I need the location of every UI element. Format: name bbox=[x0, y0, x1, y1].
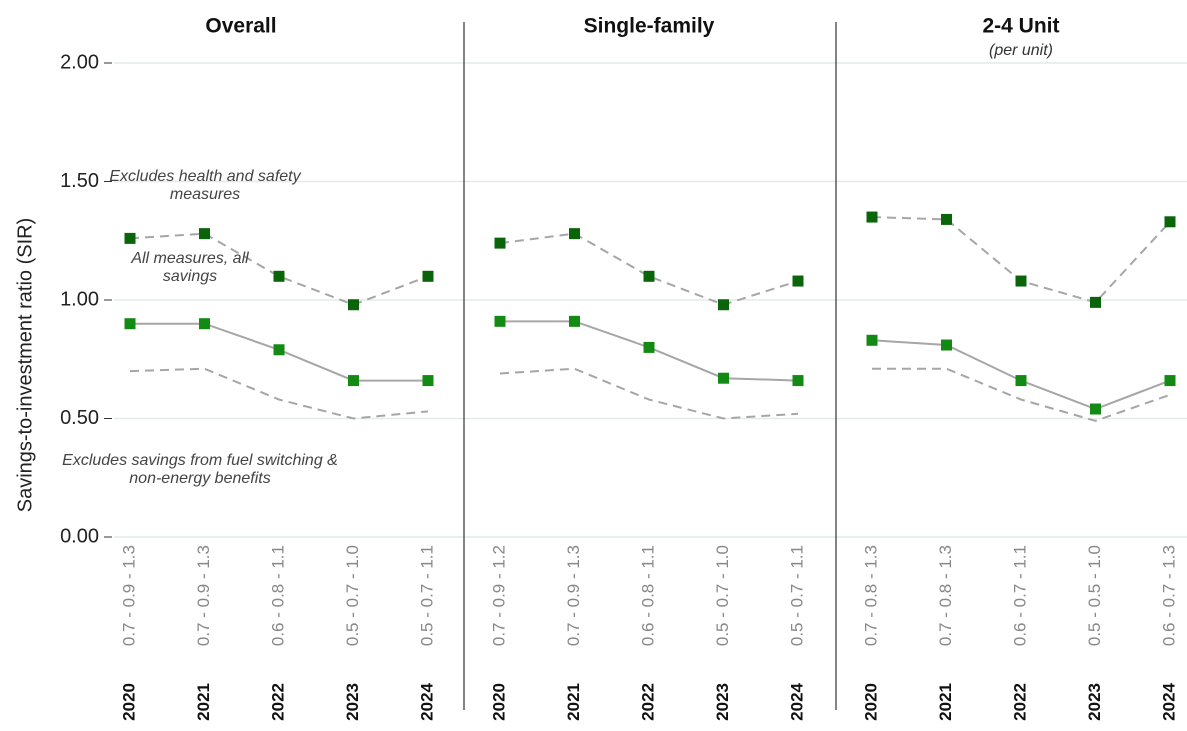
x-tick-label: 2021 bbox=[564, 683, 583, 721]
range-label: 0.6 - 0.8 - 1.1 bbox=[268, 545, 287, 646]
series-line bbox=[872, 367, 1171, 422]
marker bbox=[422, 375, 434, 387]
marker bbox=[718, 372, 729, 384]
x-tick-label: 2023 bbox=[1085, 683, 1104, 721]
marker bbox=[494, 237, 506, 249]
marker bbox=[199, 318, 210, 330]
marker bbox=[718, 299, 729, 311]
panel-title: Overall bbox=[205, 15, 276, 38]
range-label: 0.7 - 0.8 - 1.3 bbox=[936, 545, 955, 646]
marker bbox=[1015, 275, 1027, 287]
marker bbox=[1090, 296, 1101, 308]
series-line bbox=[871, 216, 1171, 304]
y-tick-label: 2.00 bbox=[60, 51, 99, 73]
marker bbox=[866, 211, 878, 223]
series-annotation: Excludes health and safety measures bbox=[109, 168, 301, 203]
x-tick-label: 2020 bbox=[489, 683, 508, 721]
marker bbox=[124, 318, 136, 330]
x-tick-label: 2022 bbox=[638, 683, 657, 721]
y-tick-label: 0.50 bbox=[60, 407, 99, 429]
range-label: 0.7 - 0.9 - 1.3 bbox=[194, 545, 213, 646]
range-label: 0.7 - 0.9 - 1.2 bbox=[489, 545, 508, 646]
marker bbox=[422, 270, 434, 282]
marker bbox=[1015, 375, 1027, 387]
x-tick-label: 2024 bbox=[417, 682, 436, 720]
marker bbox=[1090, 403, 1101, 415]
marker bbox=[124, 232, 136, 244]
marker bbox=[792, 275, 804, 287]
marker bbox=[866, 334, 878, 346]
x-tick-label: 2020 bbox=[119, 683, 138, 721]
y-tick-label: 1.50 bbox=[60, 170, 99, 192]
marker bbox=[569, 228, 580, 240]
marker bbox=[941, 213, 952, 225]
series-line bbox=[499, 367, 799, 420]
series-annotation: All measures, all savings bbox=[131, 250, 249, 285]
x-tick-label: 2024 bbox=[1159, 682, 1178, 720]
marker bbox=[1164, 216, 1176, 228]
series-line bbox=[499, 232, 799, 306]
x-tick-label: 2023 bbox=[343, 683, 362, 721]
range-label: 0.5 - 0.7 - 1.1 bbox=[787, 545, 806, 646]
range-label: 0.5 - 0.7 - 1.0 bbox=[713, 545, 732, 646]
marker bbox=[348, 375, 359, 387]
marker bbox=[1164, 375, 1176, 387]
panel-title: 2-4 Unit bbox=[982, 15, 1059, 38]
range-label: 0.6 - 0.8 - 1.1 bbox=[638, 545, 657, 646]
series-annotation: Excludes savings from fuel switching & n… bbox=[62, 452, 338, 487]
marker bbox=[792, 375, 804, 387]
marker bbox=[941, 339, 952, 351]
x-tick-label: 2021 bbox=[936, 683, 955, 721]
range-label: 0.6 - 0.7 - 1.1 bbox=[1010, 545, 1029, 646]
x-tick-label: 2022 bbox=[1010, 683, 1029, 721]
range-label: 0.7 - 0.8 - 1.3 bbox=[861, 545, 880, 646]
range-label: 0.5 - 0.7 - 1.0 bbox=[343, 545, 362, 646]
marker bbox=[494, 315, 506, 327]
marker bbox=[643, 270, 655, 282]
y-tick-label: 0.00 bbox=[60, 525, 99, 547]
range-label: 0.7 - 0.9 - 1.3 bbox=[119, 545, 138, 646]
y-tick-label: 1.00 bbox=[60, 288, 99, 310]
marker bbox=[273, 344, 285, 356]
x-tick-label: 2023 bbox=[713, 683, 732, 721]
x-tick-label: 2024 bbox=[787, 682, 806, 720]
range-label: 0.7 - 0.9 - 1.3 bbox=[564, 545, 583, 646]
marker bbox=[348, 299, 359, 311]
x-tick-label: 2022 bbox=[268, 683, 287, 721]
range-label: 0.5 - 0.7 - 1.1 bbox=[417, 545, 436, 646]
marker bbox=[273, 270, 285, 282]
marker bbox=[199, 228, 210, 240]
marker bbox=[643, 341, 655, 353]
range-label: 0.6 - 0.7 - 1.3 bbox=[1159, 545, 1178, 646]
series-line bbox=[129, 367, 429, 420]
x-tick-label: 2021 bbox=[194, 683, 213, 721]
marker bbox=[569, 315, 580, 327]
x-tick-label: 2020 bbox=[861, 683, 880, 721]
panel-title: Single-family bbox=[584, 15, 715, 38]
y-axis-label: Savings-to-investment ratio (SIR) bbox=[14, 218, 36, 513]
range-label: 0.5 - 0.5 - 1.0 bbox=[1085, 545, 1104, 646]
panel-subtitle: (per unit) bbox=[989, 42, 1053, 59]
series-line bbox=[129, 232, 429, 306]
